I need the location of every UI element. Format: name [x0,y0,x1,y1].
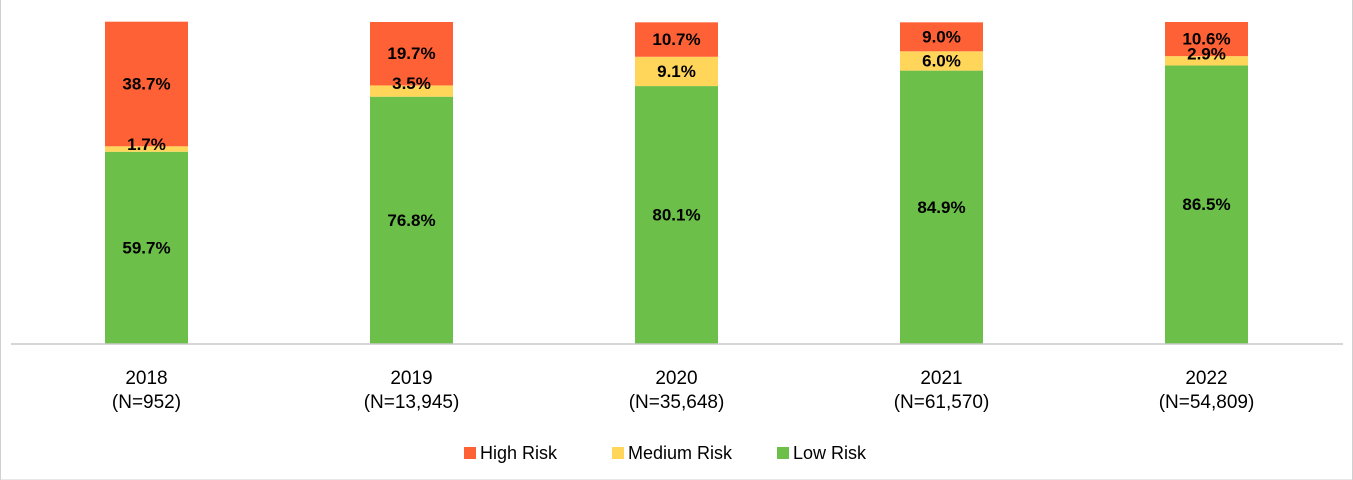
bar-high-risk-2022 [1165,22,1248,57]
x-tick-label: 2021 [920,368,962,389]
data-label-medium-risk-2020: 9.1% [657,62,696,81]
x-tick-label: (N=13,945) [364,392,460,413]
bar-low-risk-2020 [635,86,718,344]
legend-label-medium-risk: Medium Risk [628,443,733,463]
bars-layer [105,21,1248,344]
data-label-high-risk-2018: 38.7% [122,74,170,93]
bar-high-risk-2018 [105,21,188,147]
bar-low-risk-2019 [370,96,453,344]
bar-medium-risk-2019 [370,85,453,97]
data-labels-layer: 59.7% 1.7% 38.7% 76.8% 3.5% 19.7% 80.1% 9.1% 10.… [122,27,1230,257]
data-label-high-risk-2022: 10.6% [1182,30,1230,49]
bar-high-risk-2019 [370,22,453,86]
x-tick-label: 2019 [390,368,432,389]
legend-swatch-high-risk [464,447,476,459]
data-label-high-risk-2020: 10.7% [652,30,700,49]
x-tick-labels: 2018 (N=952) 2019 (N=13,945) 2020 (N=35,648) 2… [112,368,1254,413]
bar-high-risk-2020 [635,22,718,57]
data-label-low-risk-2022: 86.5% [1182,195,1230,214]
legend-label-high-risk: High Risk [480,443,558,463]
x-tick-label: (N=61,570) [894,392,990,413]
legend: High Risk Medium Risk Low Risk [464,443,867,463]
bar-low-risk-2021 [900,70,983,344]
data-label-medium-risk-2022: 2.9% [1187,45,1226,64]
data-label-high-risk-2021: 9.0% [922,27,961,46]
data-label-low-risk-2019: 76.8% [387,211,435,230]
x-tick-label: (N=54,809) [1159,392,1255,413]
bar-medium-risk-2021 [900,51,983,71]
data-label-medium-risk-2018: 1.7% [127,135,166,154]
bar-medium-risk-2020 [635,56,718,87]
bar-high-risk-2021 [900,22,983,52]
legend-swatch-medium-risk [612,447,624,459]
bar-medium-risk-2018 [105,146,188,152]
legend-swatch-low-risk [777,447,789,459]
data-label-low-risk-2021: 84.9% [917,198,965,217]
bar-medium-risk-2022 [1165,56,1248,66]
data-label-medium-risk-2021: 6.0% [922,51,961,70]
x-tick-label: (N=35,648) [629,392,725,413]
x-tick-label: 2020 [655,368,697,389]
bar-low-risk-2018 [105,151,188,344]
x-tick-label: 2018 [125,368,167,389]
legend-label-low-risk: Low Risk [793,443,867,463]
bar-low-risk-2022 [1165,65,1248,344]
data-label-low-risk-2018: 59.7% [122,238,170,257]
x-tick-label: 2022 [1185,368,1227,389]
data-label-low-risk-2020: 80.1% [652,206,700,225]
x-tick-label: (N=952) [112,392,181,413]
data-label-medium-risk-2019: 3.5% [392,74,431,93]
data-label-high-risk-2019: 19.7% [387,44,435,63]
